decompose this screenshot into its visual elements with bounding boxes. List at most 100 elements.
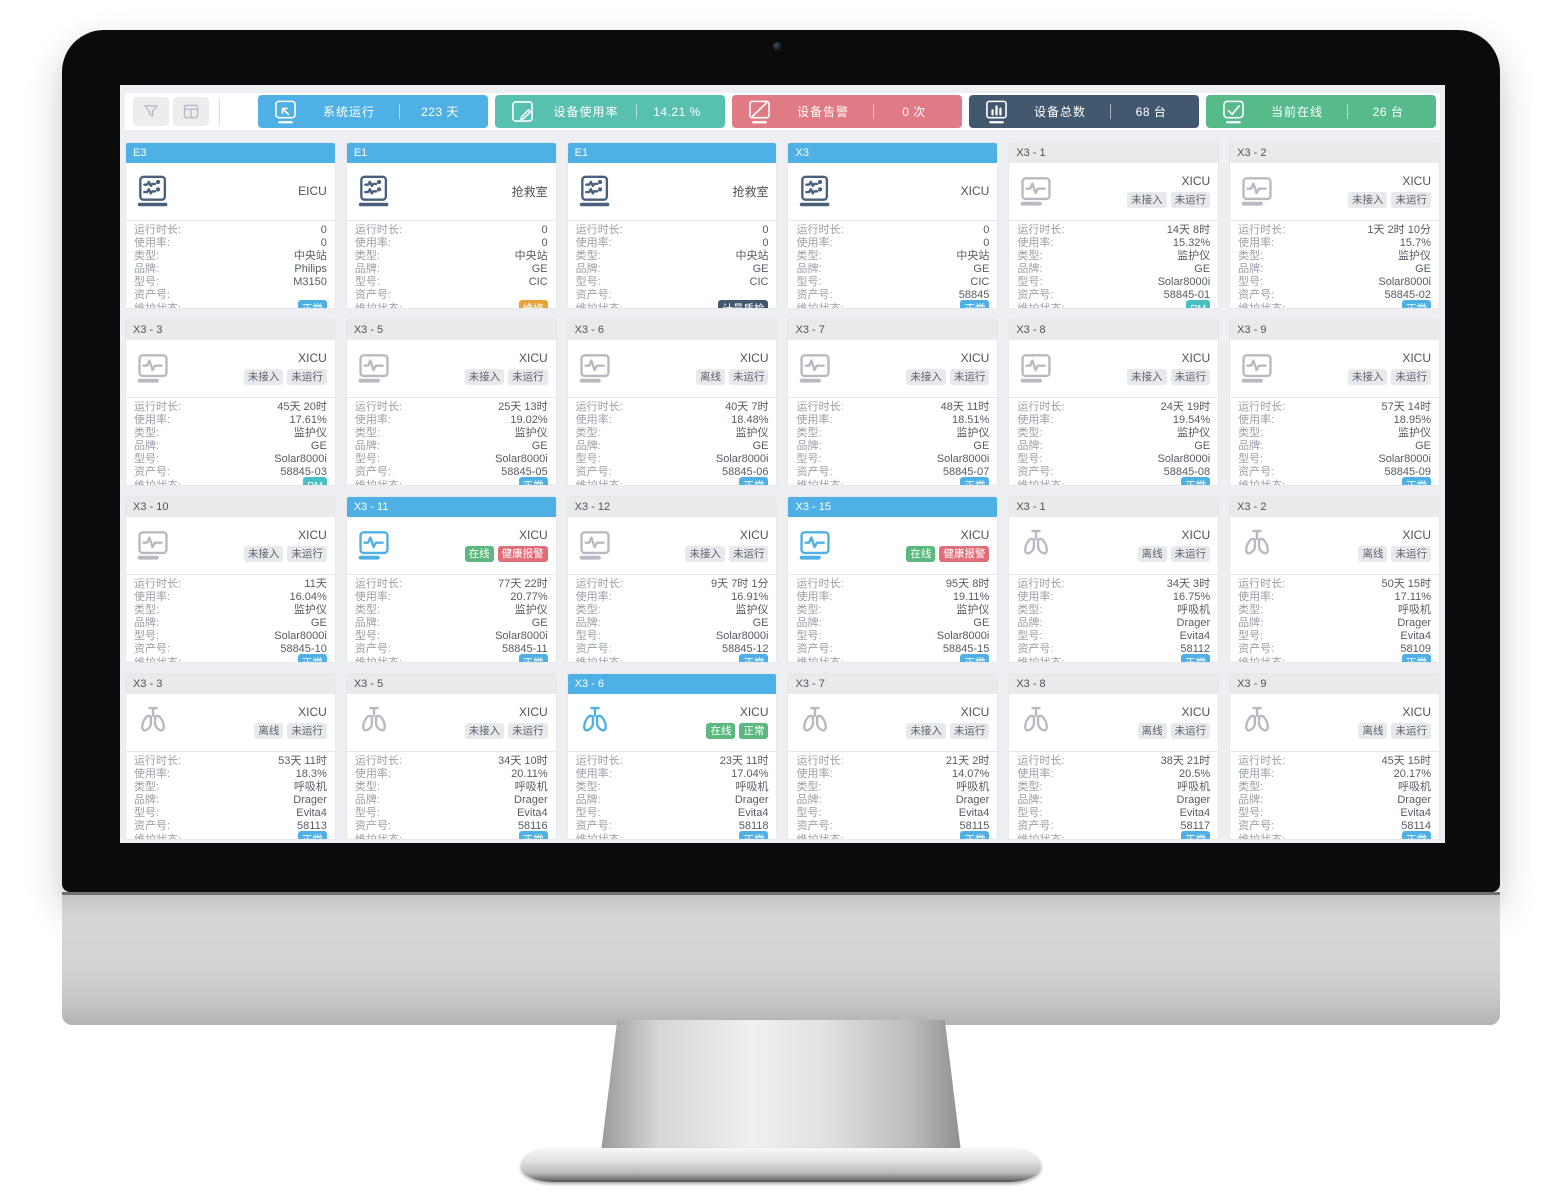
field-label: 品牌: xyxy=(1238,440,1264,453)
field-maintenance: 维护状态: 正常 xyxy=(134,830,327,839)
card-divider xyxy=(346,751,556,752)
field-label: 类型: xyxy=(796,250,822,263)
device-card[interactable]: X3 - 3 XICU 未接入 未运行 运行时长: 45天 20时 使用率: 17.61% 类型… xyxy=(125,319,336,486)
field-label: 运行时长: xyxy=(796,578,844,590)
ventilator-icon xyxy=(134,703,172,741)
field-model: 型号: Evita4 xyxy=(355,807,548,820)
field-label: 维护状态: xyxy=(1017,479,1065,486)
device-card[interactable]: X3 XICU 运行时长: 0 使用率: 0 类型: 中央站 品牌: GE 型号: CIC 资产号: 58… xyxy=(787,142,999,309)
card-divider xyxy=(1009,574,1219,575)
field-value: 34天 10时 xyxy=(498,755,548,767)
field-value: Evita4 xyxy=(958,807,990,820)
ventilator-icon xyxy=(1238,526,1276,564)
field-value: 95天 8时 xyxy=(945,578,990,590)
card-badges: 未接入 未运行 xyxy=(243,545,327,563)
card-badges: 未接入 未运行 xyxy=(1127,368,1211,386)
device-card[interactable]: E3 EICU 运行时长: 0 使用率: 0 类型: 中央站 品牌: Philips 型号: M315… xyxy=(125,142,336,309)
stat-device-usage[interactable]: 设备使用率 14.21 % xyxy=(495,95,725,128)
field-label: 类型: xyxy=(1238,250,1264,263)
field-label: 类型: xyxy=(575,781,601,794)
field-maintenance: 维护状态: 正常 xyxy=(796,476,990,485)
device-card[interactable]: X3 - 2 XICU 离线 未运行 运行时长: 50天 15时 使用率: 17.11% 类型:… xyxy=(1229,496,1440,663)
field-brand: 品牌: Drager xyxy=(355,794,548,807)
field-value: CIC xyxy=(528,276,548,289)
field-label: 资产号: xyxy=(1238,289,1275,302)
device-card[interactable]: X3 - 1 XICU 离线 未运行 运行时长: 34天 3时 使用率: 16.75% 类型: 呼… xyxy=(1008,496,1220,663)
card-location: XICU xyxy=(1181,704,1211,719)
device-card[interactable]: X3 - 9 XICU 未接入 未运行 运行时长: 57天 14时 使用率: 18.95% 类型… xyxy=(1229,319,1440,486)
monitor-stand-base xyxy=(521,1148,1041,1182)
field-brand: 品牌: GE xyxy=(576,263,769,276)
device-card[interactable]: X3 - 12 XICU 未接入 未运行 运行时长: 9天 7时 1分 使用率: 16.91%… xyxy=(566,496,778,663)
device-card[interactable]: X3 - 8 XICU 离线 未运行 运行时长: 38天 21时 使用率: 20.5% 类型: 呼… xyxy=(1008,673,1220,840)
field-value: 正常 xyxy=(1181,653,1211,662)
stat-device-total[interactable]: 设备总数 68 台 xyxy=(969,95,1199,128)
field-value: 58845-05 xyxy=(501,466,548,479)
device-card[interactable]: X3 - 7 XICU 未接入 未运行 运行时长: 21天 2时 使用率: 14.07% 类型:… xyxy=(787,673,999,840)
device-card[interactable]: X3 - 8 XICU 未接入 未运行 运行时长: 24天 19时 使用率: 19.54% 类型… xyxy=(1008,319,1220,486)
field-model: 型号: Solar8000i xyxy=(355,453,548,466)
field-value: 监护仪 xyxy=(956,604,990,617)
device-card[interactable]: X3 - 5 XICU 未接入 未运行 运行时长: 25天 13时 使用率: 19.02% 类型… xyxy=(345,319,557,486)
field-value: 正常 xyxy=(518,653,548,662)
field-label: 型号: xyxy=(134,630,160,643)
filter-button[interactable] xyxy=(133,97,169,126)
device-card[interactable]: X3 - 5 XICU 未接入 未运行 运行时长: 34天 10时 使用率: 20.11% 类型… xyxy=(345,673,557,840)
field-value: 58116 xyxy=(517,820,548,833)
field-value: Solar8000i xyxy=(936,453,990,466)
device-card[interactable]: X3 - 1 XICU 未接入 未运行 运行时长: 14天 8时 使用率: 15.32% 类型:… xyxy=(1008,142,1220,309)
status-badge: 正常 xyxy=(297,830,327,839)
field-label: 品牌: xyxy=(796,617,822,630)
layout-button[interactable] xyxy=(173,97,209,126)
field-asset: 资产号: xyxy=(576,289,769,302)
field-value: 58109 xyxy=(1400,643,1431,656)
stat-device-alerts[interactable]: 设备告警 0 次 xyxy=(732,95,962,128)
device-card[interactable]: E1 抢救室 运行时长: 0 使用率: 0 类型: 中央站 品牌: GE 型号: CIC 资产号: 维护状… xyxy=(566,142,778,309)
field-asset: 资产号: 58845-05 xyxy=(355,466,548,479)
stat-value: 14.21 % xyxy=(653,104,701,119)
field-label: 运行时长: xyxy=(796,401,844,413)
card-fields: 运行时长: 0 使用率: 0 类型: 中央站 品牌: GE 型号: CIC 资产号: 维护状态: 计量质… xyxy=(568,221,777,308)
device-card[interactable]: X3 - 15 XICU 在线 健康报警 运行时长: 95天 8时 使用率: 19.11% 类型… xyxy=(787,496,999,663)
field-label: 型号: xyxy=(1238,630,1264,643)
card-location: XICU xyxy=(518,704,548,719)
device-card-grid: E3 EICU 运行时长: 0 使用率: 0 类型: 中央站 品牌: Philips 型号: M315… xyxy=(125,142,1440,840)
field-usage: 使用率: 20.17% xyxy=(1238,768,1431,781)
device-card[interactable]: X3 - 10 XICU 未接入 未运行 运行时长: 11天 使用率: 16.04% 类型: 监护… xyxy=(125,496,336,663)
device-card[interactable]: X3 - 6 XICU 离线 未运行 运行时长: 40天 7时 使用率: 18.48% 类型: 监… xyxy=(566,319,778,486)
card-info: XICU 离线 未运行 xyxy=(126,694,335,748)
status-badge: 未接入 xyxy=(464,368,505,386)
card-location: XICU xyxy=(960,704,990,719)
field-value: 正常 xyxy=(960,653,990,662)
status-badge: 正常 xyxy=(739,653,769,662)
device-card[interactable]: X3 - 11 XICU 在线 健康报警 运行时长: 77天 22时 使用率: 20.77% 类… xyxy=(345,496,557,663)
field-model: 型号: Solar8000i xyxy=(134,453,327,466)
device-card[interactable]: X3 - 6 XICU 在线 正常 运行时长: 23天 11时 使用率: 17.04% 类型: 呼… xyxy=(566,673,778,840)
field-maintenance: 维护状态: 正常 xyxy=(1238,830,1431,839)
dashboard-screen: 系统运行 223 天 设备使用率 14.21 % 设备告警 0 xyxy=(120,85,1445,843)
field-value: 58845-08 xyxy=(1163,466,1211,479)
field-asset: 资产号: 58845-02 xyxy=(1238,289,1431,302)
field-value: Drager xyxy=(514,794,548,807)
status-badge: 未运行 xyxy=(287,368,327,386)
device-card[interactable]: X3 - 9 XICU 离线 未运行 运行时长: 45天 15时 使用率: 20.17% 类型:… xyxy=(1229,673,1440,840)
field-model: 型号: CIC xyxy=(355,276,548,289)
stat-system-runtime[interactable]: 系统运行 223 天 xyxy=(258,95,488,128)
field-value: GE xyxy=(310,617,327,630)
field-value: 中央站 xyxy=(735,250,769,263)
field-value: GE xyxy=(752,440,769,453)
device-card[interactable]: X3 - 3 XICU 离线 未运行 运行时长: 53天 11时 使用率: 18.3% 类型: 呼… xyxy=(125,673,336,840)
device-card[interactable]: E1 抢救室 运行时长: 0 使用率: 0 类型: 中央站 品牌: GE 型号: CIC 资产号: 维护状… xyxy=(345,142,557,309)
card-info: XICU 未接入 未运行 xyxy=(568,517,777,571)
ventilator-icon xyxy=(796,703,834,741)
field-model: 型号: Solar8000i xyxy=(1017,276,1210,289)
status-badge: 正常 xyxy=(1401,299,1431,308)
field-label: 运行时长: xyxy=(1238,578,1286,590)
field-value: 58845-15 xyxy=(942,643,990,656)
device-card[interactable]: X3 - 2 XICU 未接入 未运行 运行时长: 1天 2时 10分 使用率: 15.7% 类… xyxy=(1229,142,1440,309)
stat-online-count[interactable]: 当前在线 26 台 xyxy=(1206,95,1436,128)
field-runtime: 运行时长: 24天 19时 xyxy=(1017,401,1210,414)
camera-dot xyxy=(773,42,782,51)
status-badge: PM xyxy=(303,476,327,485)
device-card[interactable]: X3 - 7 XICU 未接入 未运行 运行时长: 48天 11时 使用率: 18.51% 类型… xyxy=(787,319,999,486)
